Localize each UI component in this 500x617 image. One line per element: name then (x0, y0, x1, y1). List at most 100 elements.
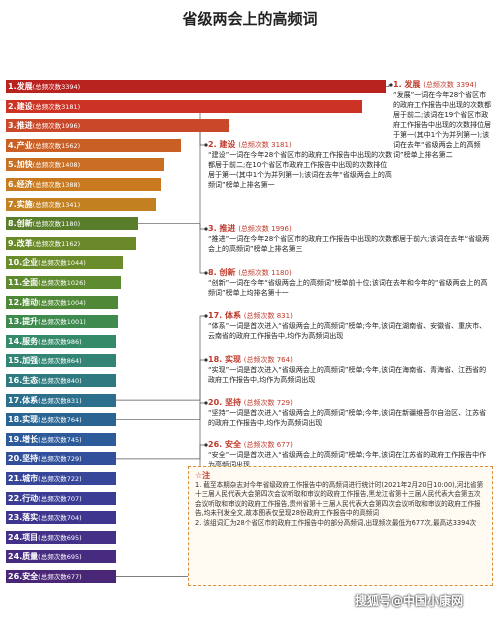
annotation-word: 20. 坚持 (208, 398, 244, 407)
bar-25: 24.质量(总频次数695) (6, 550, 116, 564)
bar-24: 24.项目(总频次数695) (6, 530, 116, 544)
bar-9: 9.改革(总频次数1162) (6, 236, 137, 250)
bar-label: 17.体系 (8, 395, 39, 405)
bar-21: 21.城市(总频次数722) (6, 472, 116, 485)
bar-label: 24.质量 (8, 552, 39, 562)
bar-26: 26.安全(总频次数677) (6, 570, 116, 583)
bar-10: 10.企业(总频次数1044) (6, 256, 123, 270)
bar-label: 2.建设 (8, 101, 33, 111)
annotation-count: (总频次数 764) (243, 356, 293, 364)
bar-11: 11.全面(总频次数1026) (6, 276, 121, 289)
bar-16: 16.生态(总频次数840) (6, 374, 116, 387)
annotation-2: 2. 建设 (总频次数 3181) “建设”一词在今年28个省区市的政府工作报告中… (208, 140, 393, 190)
annotation-8: 26. 安全 (总频次数 677) “安全”一词是首次进入“省级两会上的高频词”榜… (208, 440, 493, 470)
bar-label: 6.经济 (8, 180, 33, 189)
bar-17: 17.体系(总频次数831) (6, 393, 116, 407)
annotation-heading: 8. 创新 (总频次数 1180) (208, 268, 493, 278)
bar-value-label: (总频次数745) (38, 435, 82, 444)
bar-label: 18.实现 (8, 415, 39, 425)
bar-label: 10.企业 (8, 258, 39, 268)
annotation-3: 3. 推进 (总频次数 1996) “推进”一词在今年28个省区市的政府工作报告中… (208, 224, 493, 254)
bar-label: 14.服务 (8, 336, 39, 346)
bar-value-label: (总频次数3181) (32, 102, 81, 111)
annotation-count: (总频次数 677) (243, 441, 293, 449)
annotation-text: “安全”一词是首次进入“省级两会上的高频词”榜单;今年,该词在江苏省的政府工作报… (208, 451, 487, 469)
annotation-heading: 3. 推进 (总频次数 1996) (208, 224, 493, 234)
annotation-7: 20. 坚持 (总频次数 729) “坚持”一词是首次进入“省级两会上的高频词”榜… (208, 398, 493, 428)
bar-value-label: (总频次数695) (38, 553, 82, 562)
annotation-count: (总频次数 729) (243, 399, 293, 407)
bar-label: 24.项目 (8, 532, 39, 542)
bar-7: 7.实施(总频次数1341) (6, 197, 157, 211)
bar-14: 14.服务(总频次数986) (6, 334, 117, 348)
bar-label: 26.安全 (8, 572, 39, 581)
bar-value-label: (总频次数831) (38, 396, 82, 405)
annotation-count: (总频次数 3394) (423, 81, 477, 89)
bar-value-label: (总频次数695) (38, 533, 82, 542)
annotation-count: (总频次数 3181) (238, 141, 292, 149)
bar-value-label: (总频次数1004) (38, 298, 86, 307)
bar-label: 9.改革 (8, 238, 33, 248)
bar-value-label: (总频次数1180) (32, 220, 81, 229)
bar-label: 5.加快 (8, 160, 33, 170)
bar-label: 4.产业 (8, 140, 33, 150)
bar-label: 13.提升 (8, 317, 39, 327)
bar-value-label: (总频次数864) (38, 357, 82, 366)
annotation-count: (总频次数 831) (243, 312, 293, 320)
bar-label: 11.全面 (8, 278, 39, 287)
bar-label: 20.坚持 (8, 454, 39, 464)
annotation-heading: 26. 安全 (总频次数 677) (208, 440, 493, 450)
bar-value-label: (总频次数1341) (32, 200, 81, 209)
bar-20: 20.坚持(总频次数729) (6, 452, 116, 466)
annotation-text: “推进”一词在今年28个省区市的政府工作报告中出现的次数都居于前六;该词在去年“… (208, 235, 490, 253)
note-item-2: 2. 该组词汇为28个省区市的政府工作报告中的部分高频词,出现频次最低为677次… (195, 518, 477, 527)
bar-3: 3.推进(总频次数1996) (6, 119, 230, 133)
bar-value-label: (总频次数840) (38, 377, 82, 385)
bar-value-label: (总频次数1026) (38, 279, 86, 287)
bar-18: 18.实现(总频次数764) (6, 413, 116, 427)
bar-value-label: (总频次数764) (38, 416, 82, 425)
bar-label: 16.生态 (8, 376, 39, 385)
bar-label: 12.推动 (8, 297, 39, 307)
bar-value-label: (总频次数1562) (32, 141, 81, 150)
bar-1: 1.发展(总频次数3394) (6, 80, 386, 93)
bar-label: 21.城市 (8, 474, 39, 483)
bar-15: 15.加强(总频次数864) (6, 354, 116, 368)
bar-5: 5.加快(总频次数1408) (6, 158, 164, 172)
bar-2: 2.建设(总频次数3181) (6, 99, 363, 113)
bar-12: 12.推动(总频次数1004) (6, 295, 119, 309)
annotation-count: (总频次数 1180) (238, 269, 292, 277)
bar-value-label: (总频次数722) (38, 475, 82, 483)
bar-label: 1.发展 (8, 82, 33, 91)
connector-1 (386, 84, 391, 87)
annotation-word: 18. 实现 (208, 355, 244, 364)
annotation-text: “建设”一词在今年28个省区市的政府工作报告中出现的次数都居于前二;在10个省区… (208, 151, 393, 189)
bar-value-label: (总频次数986) (38, 337, 82, 346)
bar-value-label: (总频次数729) (38, 455, 82, 464)
annotation-word: 8. 创新 (208, 268, 239, 277)
annotation-text: “实现”一词是首次进入“省级两会上的高频词”榜单;今年,该词在海南省、青海省、江… (208, 366, 487, 384)
bar-label: 8.创新 (8, 219, 33, 229)
annotation-heading: 18. 实现 (总频次数 764) (208, 355, 493, 365)
annotation-heading: 20. 坚持 (总频次数 729) (208, 398, 493, 408)
note-title: ☆注 (195, 471, 211, 480)
bar-4: 4.产业(总频次数1562) (6, 138, 181, 152)
bar-value-label: (总频次数3394) (32, 83, 81, 91)
bar-value-label: (总频次数707) (38, 494, 82, 503)
annotation-text: “创新”一词在今年“省级两会上的高频词”榜单前十位;该词在去年和今年的“省级两会… (208, 279, 488, 297)
bar-value-label: (总频次数1388) (32, 181, 81, 189)
bar-value-label: (总频次数1001) (38, 318, 86, 327)
annotation-5: 17. 体系 (总频次数 831) “体系”一词是首次进入“省级两会上的高频词”榜… (208, 311, 493, 341)
annotation-text: “发展”一词在今年28个省区市的政府工作报告中出现的次数都居于前二;该词在19个… (393, 91, 491, 159)
bar-label: 15.加强 (8, 356, 39, 366)
bar-label: 22.行动 (8, 493, 39, 503)
bar-value-label: (总频次数704) (38, 514, 82, 523)
bar-value-label: (总频次数677) (38, 573, 82, 581)
annotation-text: “坚持”一词是首次进入“省级两会上的高频词”榜单;今年,该词在新疆维吾尔自治区、… (208, 409, 487, 427)
connector-6 (116, 359, 206, 421)
annotation-word: 17. 体系 (208, 311, 244, 320)
bar-8: 8.创新(总频次数1180) (6, 217, 139, 231)
annotation-heading: 2. 建设 (总频次数 3181) (208, 140, 393, 150)
annotation-6: 18. 实现 (总频次数 764) “实现”一词是首次进入“省级两会上的高频词”榜… (208, 355, 493, 385)
